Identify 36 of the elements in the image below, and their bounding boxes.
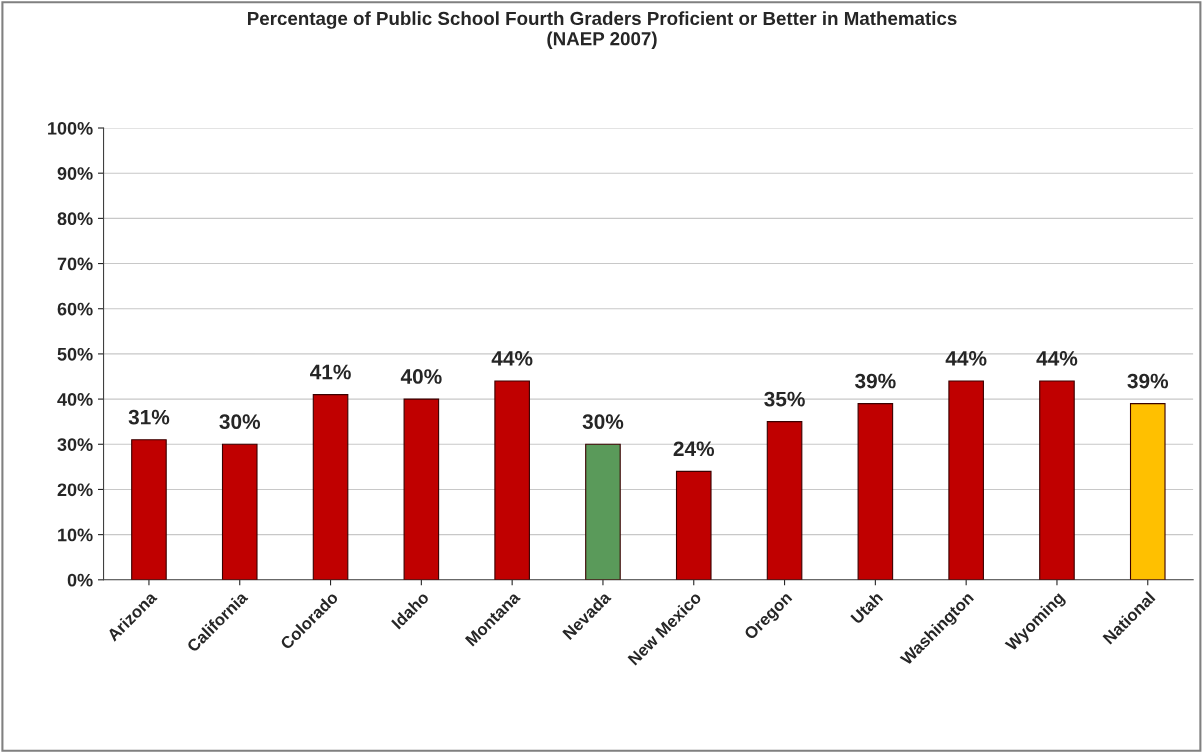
data-label: 40%	[400, 369, 442, 384]
y-tick-label: 40%	[57, 393, 93, 406]
bar	[312, 394, 349, 580]
bar	[403, 398, 440, 580]
bar	[948, 380, 984, 580]
y-tick-label: 10%	[58, 528, 93, 542]
data-label: 44%	[1036, 351, 1078, 366]
data-label: 41%	[310, 364, 351, 380]
bar	[131, 439, 167, 580]
y-tick-label: 50%	[57, 347, 93, 361]
data-label: 39%	[1127, 373, 1169, 389]
bar	[585, 443, 621, 580]
bar	[857, 403, 894, 580]
y-tick-label: 80%	[57, 212, 93, 226]
y-tick-label: 30%	[57, 438, 93, 452]
bar	[494, 380, 530, 580]
data-label: 44%	[491, 351, 533, 366]
chart-title: Percentage of Public School Fourth Graders Proficient or Better in Mathematics (NAEP 2007)	[248, 11, 957, 50]
y-tick-label: 100%	[48, 121, 93, 135]
y-tick-label: 0%	[67, 573, 93, 587]
data-label: 44%	[945, 351, 987, 366]
bar	[1039, 380, 1075, 580]
data-label: 24%	[673, 441, 715, 457]
data-label: 30%	[582, 414, 624, 430]
data-label: 35%	[764, 391, 805, 407]
data-label: 30%	[219, 414, 261, 430]
data-label: 39%	[854, 373, 896, 389]
y-tick-label: 60%	[57, 302, 93, 316]
bar	[1129, 403, 1166, 580]
y-tick-label: 70%	[57, 257, 93, 271]
bar	[766, 421, 803, 580]
bar	[221, 443, 258, 580]
bar	[675, 470, 712, 580]
y-tick-label: 20%	[57, 483, 93, 497]
data-label: 31%	[128, 409, 170, 425]
y-tick-label: 90%	[57, 167, 93, 180]
